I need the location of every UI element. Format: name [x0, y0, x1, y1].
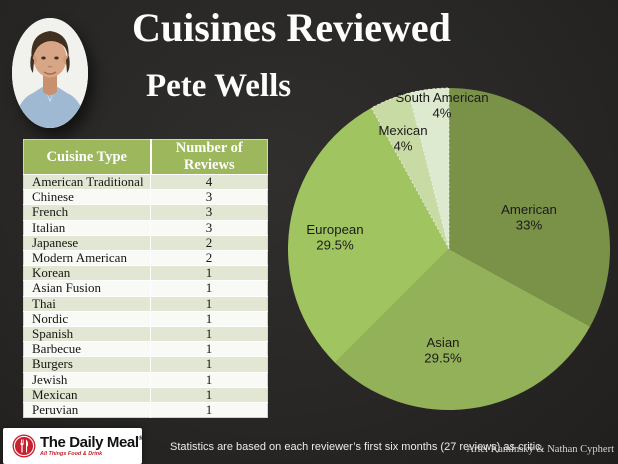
table-cell: 4 [150, 173, 268, 190]
cuisine-table-head-row: Cuisine Type Number of Reviews [23, 139, 268, 175]
pie-slice-american [449, 88, 611, 327]
table-cell: Mexican [23, 386, 151, 403]
table-cell: Spanish [23, 326, 151, 342]
table-row: French 3 [23, 204, 268, 221]
pie-slice-south-american [408, 87, 450, 250]
column-header-1: Number of Reviews [150, 139, 268, 175]
table-cell: Modern American [23, 250, 151, 266]
cuisine-reviews-table: Cuisine Type Number of Reviews American T… [23, 139, 268, 419]
table-cell: Japanese [23, 234, 151, 251]
table-row: Korean 1 [23, 265, 268, 281]
cuisine-pie-chart: American 33% Asian 29.5% European 29.5% Mexica… [288, 87, 611, 410]
pie-label-south-american: South American 4% [395, 90, 488, 121]
pie-slice-european [288, 107, 449, 363]
table-row: Spanish 1 [23, 326, 268, 342]
table-cell: 1 [150, 326, 268, 342]
table-cell: Chinese [23, 189, 151, 205]
table-row: Nordic 1 [23, 310, 268, 327]
table-cell: Burgers [23, 356, 151, 373]
column-header-0: Cuisine Type [23, 139, 152, 175]
photo-illustration [12, 18, 88, 128]
table-cell: 3 [150, 219, 268, 236]
table-cell: Nordic [23, 310, 151, 327]
statistics-note: Statistics are based on each reviewer’s … [170, 441, 544, 453]
table-row: Barbecue 1 [23, 341, 268, 357]
table-cell: 1 [150, 310, 268, 327]
table-cell: American Traditional [23, 173, 151, 190]
pie-label-mexican: Mexican 4% [378, 123, 427, 154]
table-row: Chinese 3 [23, 189, 268, 205]
pie-label-american: American 33% [501, 202, 557, 233]
table-row: Modern American 2 [23, 250, 268, 266]
table-cell: 2 [150, 250, 268, 266]
table-cell: 1 [150, 371, 268, 388]
table-row: Burgers 1 [23, 356, 268, 373]
table-cell: 1 [150, 295, 268, 312]
table-cell: 3 [150, 204, 268, 221]
table-cell: French [23, 204, 151, 221]
table-cell: Asian Fusion [23, 280, 151, 297]
reviewer-name: Pete Wells [146, 68, 292, 104]
table-row: Thai 1 [23, 295, 268, 312]
daily-meal-utensils-icon [12, 434, 36, 458]
table-cell: 2 [150, 234, 268, 251]
table-row: Peruvian 1 [23, 402, 268, 418]
page-title: Cuisines Reviewed [132, 5, 451, 50]
table-cell: Thai [23, 295, 151, 312]
table-cell: 1 [150, 356, 268, 373]
trademark-mark: ® [138, 435, 143, 442]
table-row: Mexican 1 [23, 386, 268, 403]
pie-label-asian: Asian 29.5% [424, 335, 462, 366]
table-cell: 3 [150, 189, 268, 205]
table-cell: 1 [150, 386, 268, 403]
table-row: Japanese 2 [23, 234, 268, 251]
table-cell: Italian [23, 219, 151, 236]
table-cell: Korean [23, 265, 151, 281]
pie-labels: American 33% Asian 29.5% European 29.5% Mexica… [306, 90, 556, 366]
table-cell: 1 [150, 265, 268, 281]
table-row: Italian 3 [23, 219, 268, 236]
cuisine-table-body: American Traditional 4 Chinese 3 French 3 Ital… [23, 173, 268, 418]
table-cell: 1 [150, 341, 268, 357]
table-cell: Peruvian [23, 402, 151, 418]
authors-credit: Ariel Kaminsky & Nathan Cyphert [466, 444, 614, 455]
pie-slices [288, 87, 611, 410]
daily-meal-tagline: All Things Food & Drink [40, 450, 103, 456]
table-cell: Barbecue [23, 341, 151, 357]
table-row: Jewish 1 [23, 371, 268, 388]
pie-slice-mexican [370, 92, 450, 250]
table-cell: Jewish [23, 371, 151, 388]
pie-label-european: European 29.5% [306, 222, 363, 253]
pie-slice-asian [335, 249, 591, 410]
table-cell: 1 [150, 402, 268, 418]
pete-wells-photo [12, 18, 88, 128]
daily-meal-logo-name: The Daily Meal® [40, 433, 143, 451]
table-row: Asian Fusion 1 [23, 280, 268, 297]
daily-meal-logo: The Daily Meal® All Things Food & Drink [3, 428, 143, 464]
table-cell: 1 [150, 280, 268, 297]
table-row: American Traditional 4 [23, 173, 268, 190]
